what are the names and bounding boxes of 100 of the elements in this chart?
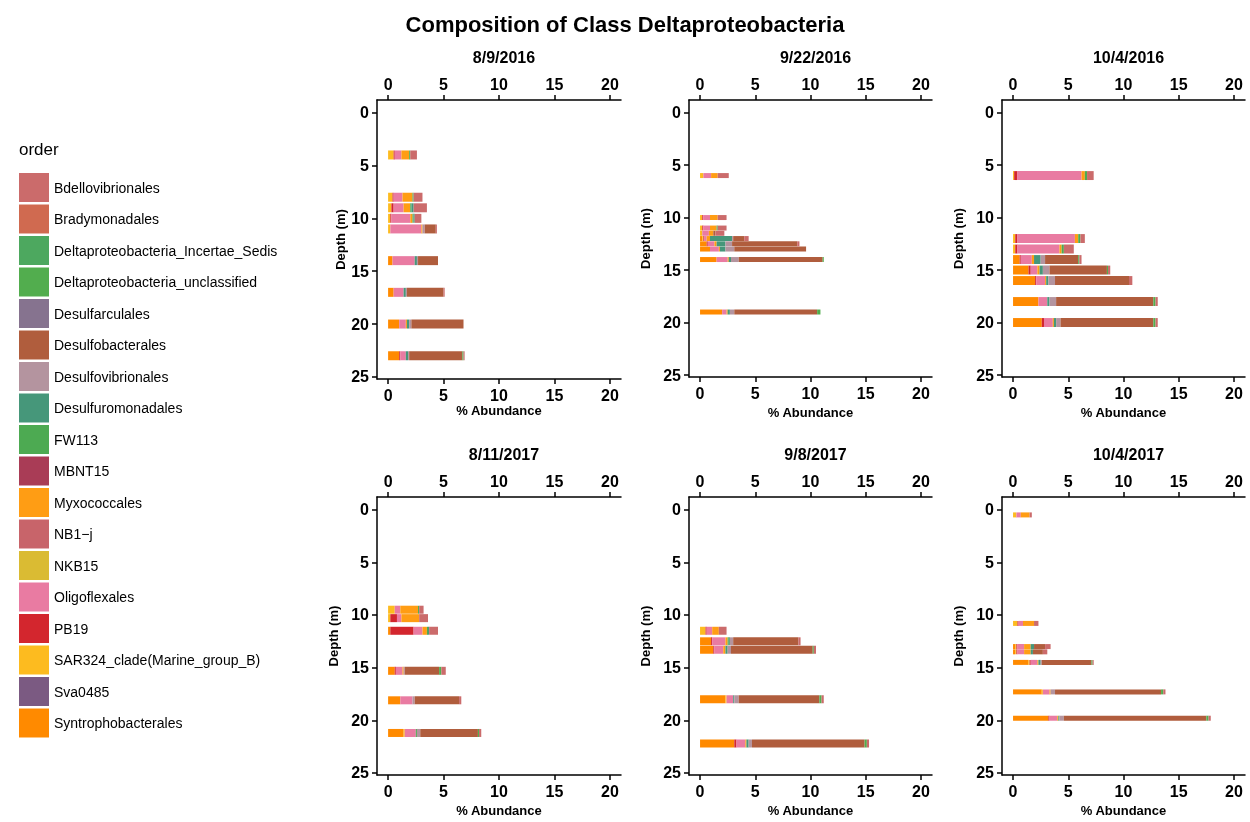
legend-label: Desulfovibrionales [54, 368, 169, 385]
y-tick-label: 20 [663, 711, 682, 729]
x2-tick-label: 15 [1169, 75, 1188, 93]
x-tick-label: 5 [1063, 782, 1073, 800]
y-tick-label: 20 [976, 711, 995, 729]
y-tick-label: 20 [663, 314, 682, 332]
y-tick-label: 5 [672, 553, 682, 571]
y-tick-label: 10 [976, 209, 995, 227]
x2-tick-label: 20 [1225, 472, 1243, 490]
x-axis-title: % Abundance [1080, 405, 1167, 420]
x-tick-label: 15 [1169, 782, 1188, 800]
y-tick-label: 0 [360, 104, 370, 122]
legend-label: Deltaproteobacteria_Incertae_Sedis [54, 242, 278, 259]
x2-tick-label: 10 [490, 472, 508, 490]
x-tick-label: 5 [1063, 384, 1073, 402]
x2-tick-label: 10 [1114, 472, 1133, 490]
x2-tick-label: 20 [601, 75, 619, 93]
x-tick-label: 15 [856, 384, 875, 402]
x2-tick-label: 15 [856, 472, 875, 490]
y-tick-label: 20 [351, 711, 370, 729]
y-tick-label: 5 [985, 553, 995, 571]
legend-label: Desulfuromonadales [54, 400, 183, 416]
y-tick-label: 10 [351, 209, 370, 227]
y-axis-title: Depth (m) [951, 208, 967, 269]
legend-label: Myxococcales [54, 494, 142, 511]
y-tick-label: 15 [976, 659, 995, 677]
y-tick-label: 25 [976, 764, 995, 782]
y-tick-label: 15 [351, 262, 370, 280]
y-tick-label: 25 [351, 368, 370, 386]
x-tick-label: 0 [1008, 782, 1018, 800]
x-tick-label: 5 [439, 782, 449, 800]
x2-tick-label: 0 [1008, 75, 1018, 93]
x2-tick-label: 20 [601, 472, 619, 490]
y-tick-label: 25 [663, 764, 682, 782]
y-tick-label: 15 [663, 659, 682, 677]
x2-tick-label: 20 [912, 472, 930, 490]
y-tick-label: 25 [663, 366, 682, 384]
legend-label: NKB15 [54, 557, 99, 574]
y-tick-label: 15 [663, 261, 682, 279]
x2-tick-label: 0 [695, 472, 705, 490]
x-tick-label: 0 [695, 782, 705, 800]
x-axis-title: % Abundance [767, 405, 854, 420]
x-axis-title: % Abundance [767, 803, 854, 818]
x-tick-label: 10 [801, 384, 820, 402]
chart-title: 8/11/2017 [468, 445, 540, 463]
x2-tick-label: 0 [383, 75, 393, 93]
x-tick-label: 10 [1114, 782, 1133, 800]
x-tick-label: 0 [695, 384, 705, 402]
x2-tick-label: 15 [545, 75, 564, 93]
legend-label: SAR324_clade(Marine_group_B) [54, 652, 261, 668]
y-tick-label: 5 [360, 553, 370, 571]
y-tick-label: 15 [976, 261, 995, 279]
x-tick-label: 15 [545, 782, 564, 800]
y-tick-label: 0 [672, 501, 682, 519]
y-tick-label: 10 [976, 606, 995, 624]
chart-subtitle: 8/9/2016 [472, 48, 536, 66]
x-tick-label: 20 [601, 386, 619, 404]
y-tick-label: 10 [663, 209, 682, 227]
y-tick-label: 5 [672, 156, 682, 174]
x-axis-title: % Abundance [456, 803, 542, 818]
legend-label: MBNT15 [54, 463, 110, 479]
chart-title: 9/22/2016 [779, 48, 852, 66]
x2-tick-label: 10 [801, 472, 820, 490]
legend-label: Deltaproteobacteria_unclassified [54, 274, 258, 290]
x-tick-label: 15 [1169, 384, 1188, 402]
x-tick-label: 15 [856, 782, 875, 800]
legend-label: Oligoflexales [54, 589, 135, 605]
x2-tick-label: 10 [490, 75, 508, 93]
x-tick-label: 5 [439, 386, 449, 404]
y-axis-title: Depth (m) [951, 605, 967, 667]
y-axis-title: Depth (m) [638, 605, 654, 667]
x2-tick-label: 10 [1114, 75, 1133, 93]
x-axis-title: % Abundance [1080, 803, 1167, 818]
chart-title: 10/4/2016 [1092, 48, 1165, 66]
legend-label: Desulfobacterales [54, 337, 167, 353]
legend-title: order [19, 140, 60, 159]
x2-tick-label: 15 [545, 472, 564, 490]
x-tick-label: 5 [750, 782, 760, 800]
x2-tick-label: 5 [439, 75, 449, 93]
chart-title: 9/8/2017 [784, 445, 847, 463]
x2-tick-label: 5 [750, 75, 760, 93]
legend-label: Bradymonadales [54, 211, 160, 227]
legend-label: FW113 [54, 431, 99, 448]
y-tick-label: 5 [985, 156, 995, 174]
x-tick-label: 0 [1008, 384, 1018, 402]
x2-tick-label: 10 [801, 75, 820, 93]
y-tick-label: 10 [351, 606, 370, 624]
y-tick-label: 0 [985, 104, 995, 122]
x2-tick-label: 15 [856, 75, 875, 93]
x-axis-title: % Abundance [456, 402, 542, 418]
x2-tick-label: 5 [439, 472, 449, 490]
x2-tick-label: 20 [912, 75, 930, 93]
y-tick-label: 0 [672, 104, 682, 122]
legend-label: Bdellovibrionales [54, 179, 160, 196]
x-tick-label: 5 [750, 384, 760, 402]
x-tick-label: 10 [1114, 384, 1133, 402]
y-tick-label: 5 [360, 157, 370, 175]
x-tick-label: 0 [383, 386, 393, 404]
y-tick-label: 25 [351, 764, 370, 782]
x2-tick-label: 0 [1008, 472, 1018, 490]
